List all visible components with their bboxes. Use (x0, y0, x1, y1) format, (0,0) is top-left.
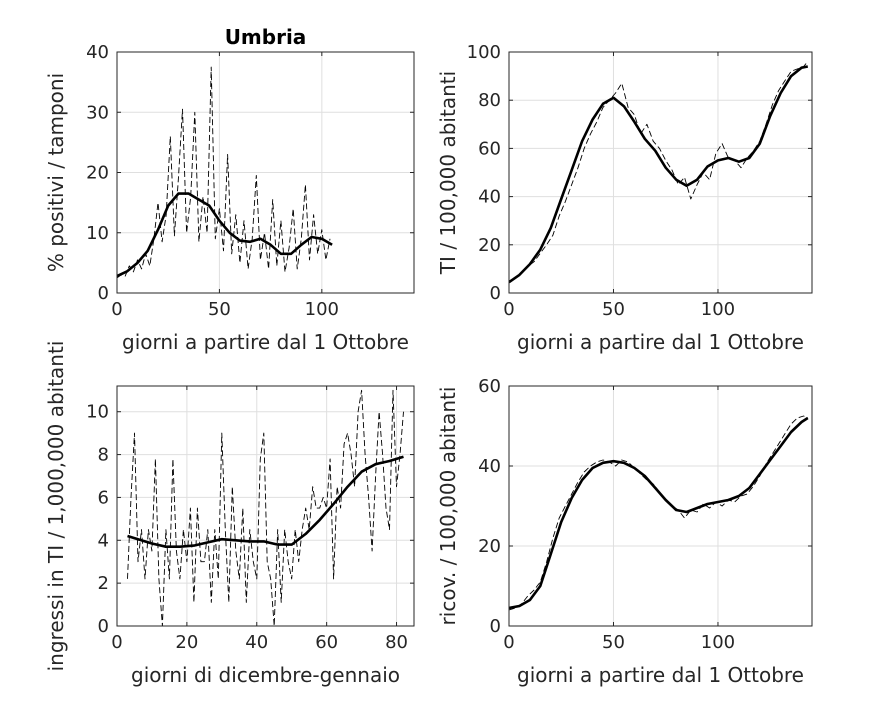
y-tick-label: 0 (490, 283, 501, 304)
axes-box (116, 385, 415, 627)
x-tick-label: 0 (111, 299, 122, 320)
axes-box (508, 51, 813, 294)
y-axis-label: TI / 100,000 abitanti (436, 71, 460, 275)
y-axis-label: ingressi in TI / 1,000,000 abitanti (44, 341, 68, 672)
plot-area (509, 52, 812, 293)
y-tick-label: 40 (86, 42, 109, 63)
x-tick-label: 20 (175, 632, 198, 653)
panel-1: 0 50 100 0 10 20 30 40 giorni a partire dal 1 Ot… (44, 25, 415, 354)
x-tick-label: 0 (111, 632, 122, 653)
y-tick-label: 10 (86, 402, 109, 423)
y-tick-label: 100 (467, 42, 501, 63)
panel-2: 0 50 100 0 20 40 60 80 100 giorni a partire dal 1… (436, 42, 813, 354)
series-raw-line (509, 415, 808, 611)
y-axis-label: ricov. / 100,000 abitanti (436, 387, 460, 626)
y-tick-label: 20 (86, 163, 109, 184)
y-tick-label: 2 (98, 573, 109, 594)
series-raw-line (127, 389, 404, 626)
x-tick-label: 80 (385, 632, 408, 653)
axes-box (508, 385, 813, 627)
x-tick-label: 100 (701, 299, 735, 320)
y-tick-label: 0 (98, 616, 109, 637)
x-tick-label: 50 (602, 299, 625, 320)
series-smoothed-line (509, 65, 809, 284)
x-tick-label: 100 (305, 299, 339, 320)
x-axis-label: giorni a partire dal 1 Ottobre (517, 663, 804, 687)
y-tick-label: 6 (98, 487, 109, 508)
y-tick-label: 4 (98, 530, 109, 551)
x-tick-label: 40 (245, 632, 268, 653)
x-tick-label: 0 (503, 299, 514, 320)
y-tick-label: 80 (478, 90, 501, 111)
x-axis-label: giorni a partire dal 1 Ottobre (517, 330, 804, 354)
y-tick-label: 20 (478, 536, 501, 557)
y-tick-label: 10 (86, 223, 109, 244)
plot-area (509, 386, 812, 626)
panel-4: 0 50 100 0 20 40 60 giorni a partire dal 1 Otto… (436, 376, 813, 687)
y-tick-label: 40 (478, 187, 501, 208)
x-tick-label: 50 (208, 299, 231, 320)
y-tick-label: 60 (478, 376, 501, 397)
y-tick-label: 0 (490, 616, 501, 637)
chart-title: Umbria (225, 25, 307, 49)
y-tick-label: 30 (86, 102, 109, 123)
x-tick-label: 50 (602, 632, 625, 653)
y-tick-label: 8 (98, 445, 109, 466)
x-tick-label: 0 (503, 632, 514, 653)
panel-3: 0 20 40 60 80 0 2 4 6 8 10 giorni di dicembre-genna… (44, 341, 415, 687)
series-raw-line (509, 61, 809, 282)
x-axis-label: giorni a partire dal 1 Ottobre (122, 330, 409, 354)
x-tick-label: 100 (701, 632, 735, 653)
y-tick-label: 20 (478, 235, 501, 256)
y-axis-label: % positivi / tamponi (44, 73, 68, 272)
x-axis-label: giorni di dicembre-gennaio (131, 663, 400, 687)
y-tick-label: 40 (478, 456, 501, 477)
y-tick-label: 0 (98, 283, 109, 304)
x-tick-label: 60 (315, 632, 338, 653)
y-tick-label: 60 (478, 138, 501, 159)
series-raw-line (117, 66, 331, 279)
